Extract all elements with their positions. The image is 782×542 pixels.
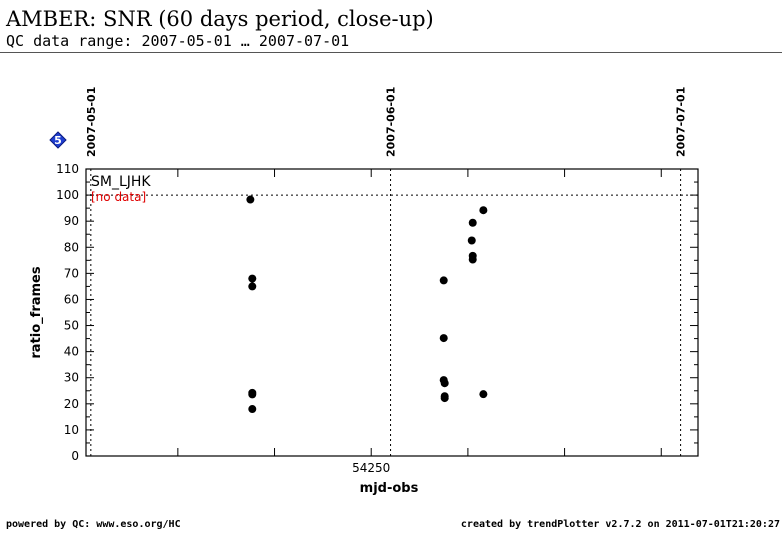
y-tick-label: 0: [71, 449, 79, 463]
y-tick-label: 70: [64, 266, 79, 280]
data-point: [468, 255, 477, 264]
y-tick-label: 80: [64, 240, 79, 254]
plot-frame: [85, 168, 699, 457]
y-tick-label: 90: [64, 214, 79, 228]
diamond-badge-label: 5: [54, 134, 62, 147]
x-tick-label: 54250: [352, 461, 390, 475]
data-point: [248, 405, 257, 414]
y-tick-label: 60: [64, 292, 79, 306]
diamond-badge-icon[interactable]: 5: [49, 131, 67, 149]
y-tick-label: 30: [64, 371, 79, 385]
x-axis: 54250: [177, 169, 662, 475]
data-point: [468, 218, 477, 227]
legend-series-name: SM_LJHK: [91, 174, 151, 190]
data-point: [248, 274, 257, 283]
y-tick-label: 110: [56, 162, 79, 176]
data-point: [439, 334, 448, 343]
data-point: [479, 390, 488, 399]
x-axis-label: mjd-obs: [360, 481, 419, 496]
date-marker-label: 2007-07-01: [675, 87, 688, 157]
data-point: [439, 276, 448, 285]
y-axis-label: ratio_frames: [29, 266, 44, 358]
y-tick-label: 10: [64, 423, 79, 437]
footer-powered-by: powered by QC: www.eso.org/HC: [6, 519, 181, 530]
y-tick-label: 100: [56, 188, 79, 202]
page-subtitle: QC data range: 2007-05-01 … 2007-07-01: [6, 32, 350, 50]
data-point: [246, 195, 255, 204]
data-point: [479, 206, 488, 215]
date-marker-label: 2007-05-01: [85, 87, 98, 157]
data-point: [440, 379, 449, 388]
date-marker-label: 2007-06-01: [385, 87, 398, 157]
legend-no-data-label: [no data]: [91, 190, 146, 204]
header-divider: [0, 52, 782, 53]
date-markers: 2007-05-01 2007-06-01 2007-07-01: [85, 87, 688, 456]
data-points: [246, 195, 488, 414]
diamond-badge-shape: [49, 131, 67, 149]
data-point: [467, 236, 476, 245]
footer-created-by: created by trendPlotter v2.7.2 on 2011-0…: [460, 519, 780, 530]
data-point: [248, 282, 257, 291]
y-axis: 0 10 20 30 40 50 60 70 80 90 100 110: [56, 162, 698, 463]
data-point: [440, 394, 449, 403]
y-tick-label: 20: [64, 397, 79, 411]
y-tick-label: 50: [64, 319, 79, 333]
page-title: AMBER: SNR (60 days period, close-up): [6, 7, 434, 31]
y-tick-label: 40: [64, 345, 79, 359]
data-point: [248, 390, 257, 399]
